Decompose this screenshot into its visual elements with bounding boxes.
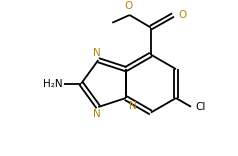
Text: N: N — [93, 48, 101, 58]
Text: O: O — [124, 1, 133, 11]
Text: O: O — [178, 10, 186, 20]
Text: Cl: Cl — [196, 102, 206, 112]
Text: N: N — [93, 109, 101, 119]
Text: H₂N: H₂N — [43, 79, 63, 89]
Text: N: N — [129, 101, 136, 111]
